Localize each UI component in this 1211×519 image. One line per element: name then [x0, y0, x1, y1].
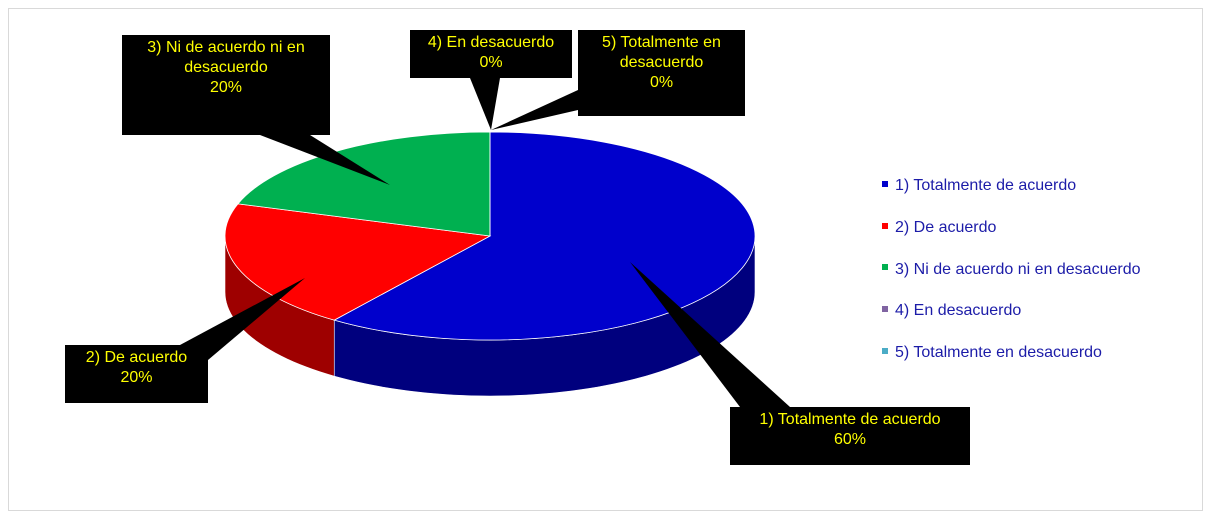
data-label-category: 1) Totalmente de acuerdo [759, 411, 941, 428]
chart-frame [8, 8, 1203, 511]
data-label: 5) Totalmente en desacuerdo 0% [578, 30, 745, 116]
legend-swatch [882, 264, 888, 271]
legend-item: 4) En desacuerdo [882, 301, 1021, 321]
data-label: 1) Totalmente de acuerdo 60% [730, 407, 970, 465]
legend-label: 2) De acuerdo [895, 218, 997, 236]
callout-pointer [470, 78, 500, 130]
data-label-category: 4) En desacuerdo [427, 34, 555, 51]
legend-swatch [882, 180, 888, 187]
data-label: 3) Ni de acuerdo ni en desacuerdo 20% [122, 35, 330, 135]
legend-swatch [882, 222, 888, 229]
data-label-category: 3) Ni de acuerdo ni en desacuerdo [147, 39, 305, 76]
data-label-category: 5) Totalmente en desacuerdo [602, 34, 721, 71]
legend-label: 5) Totalmente en desacuerdo [895, 344, 1102, 362]
legend-swatch [882, 347, 888, 354]
legend-swatch [882, 306, 888, 313]
data-label: 4) En desacuerdo 0% [410, 30, 572, 78]
callout-pointer [260, 135, 390, 185]
data-label-value: 20% [120, 369, 153, 386]
legend-item: 2) De acuerdo [882, 218, 996, 238]
callout-pointer [180, 278, 305, 360]
legend-item: 1) Totalmente de acuerdo [882, 176, 1076, 196]
legend-label: 3) Ni de acuerdo ni en desacuerdo [895, 260, 1141, 278]
legend-label: 1) Totalmente de acuerdo [895, 177, 1077, 194]
data-label-value: 20% [209, 79, 243, 96]
data-label-value: 0% [479, 54, 503, 71]
data-label: 2) De acuerdo 20% [65, 345, 208, 403]
slice [224, 203, 492, 321]
callout-pointer [630, 262, 790, 407]
callout-pointer [491, 90, 578, 130]
legend-label: 4) En desacuerdo [895, 302, 1022, 320]
legend-item: 3) Ni de acuerdo ni en desacuerdo [882, 260, 1141, 280]
data-label-value: 60% [833, 431, 867, 448]
data-label-value: 0% [649, 74, 674, 91]
data-label-category: 2) De acuerdo [85, 349, 188, 366]
legend-item: 5) Totalmente en desacuerdo [882, 343, 1102, 363]
